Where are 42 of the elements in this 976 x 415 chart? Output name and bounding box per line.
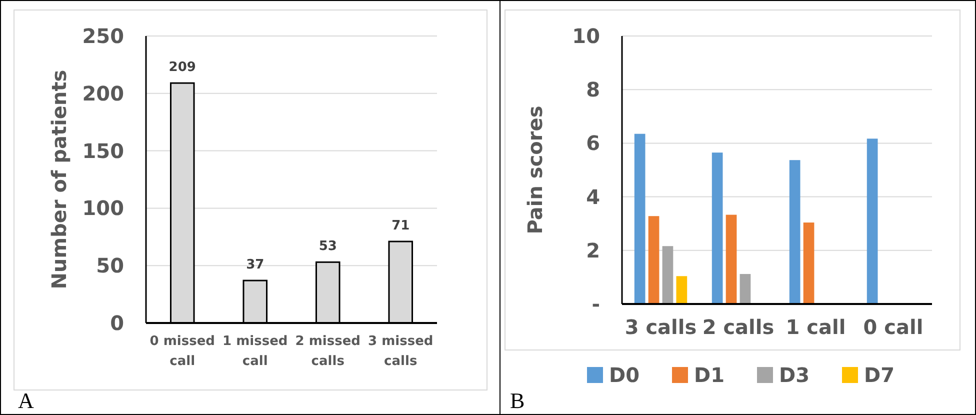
- y-tick-label: 200: [82, 81, 124, 106]
- bar: [803, 222, 814, 304]
- bar: [634, 134, 646, 304]
- text: B: [510, 388, 525, 413]
- legend-label: D1: [694, 363, 725, 387]
- x-tick-label: 2 missed calls: [295, 334, 360, 369]
- y-tick-label: 4: [586, 184, 600, 209]
- data-label: 209: [168, 60, 196, 76]
- legend-label: D7: [864, 363, 895, 387]
- bar: [866, 138, 878, 304]
- x-tick-label: 0 call: [863, 315, 924, 339]
- bar: [648, 216, 660, 304]
- bar: [740, 274, 751, 304]
- x-tick-label: 1 call: [786, 315, 846, 339]
- bar: [712, 152, 723, 304]
- y-tick-label: 100: [82, 196, 124, 220]
- legend-label: D3: [779, 363, 810, 387]
- y-axis-title: Pain scores: [523, 106, 547, 234]
- y-tick-label: 2: [586, 238, 600, 262]
- bar: [789, 160, 800, 304]
- legend-label: D0: [609, 363, 640, 387]
- y-tick-label: 6: [586, 131, 600, 156]
- x-tick-label: 3 missed calls: [368, 334, 434, 369]
- y-tick-label: 250: [82, 24, 124, 48]
- x-tick-label: 0 missed call: [150, 334, 215, 369]
- data-label: 71: [392, 218, 410, 234]
- y-tick-label: 150: [82, 138, 124, 163]
- x-tick-label: 2 calls: [702, 315, 774, 339]
- text: A: [18, 388, 34, 413]
- data-label: 37: [246, 258, 264, 273]
- y-axis-title: Number of patients: [47, 70, 71, 290]
- y-tick-label: 8: [586, 78, 600, 102]
- bar: [676, 276, 688, 304]
- y-tick-label: 0: [110, 311, 124, 335]
- bar: [726, 214, 737, 304]
- x-tick-label: 1 missed call: [222, 334, 288, 369]
- y-tick-label: -: [592, 292, 600, 316]
- y-tick-label: 10: [572, 24, 600, 48]
- bar: [662, 246, 674, 304]
- y-tick-label: 50: [96, 254, 124, 278]
- x-tick-label: 3 calls: [624, 315, 697, 339]
- data-label: 53: [318, 239, 337, 254]
